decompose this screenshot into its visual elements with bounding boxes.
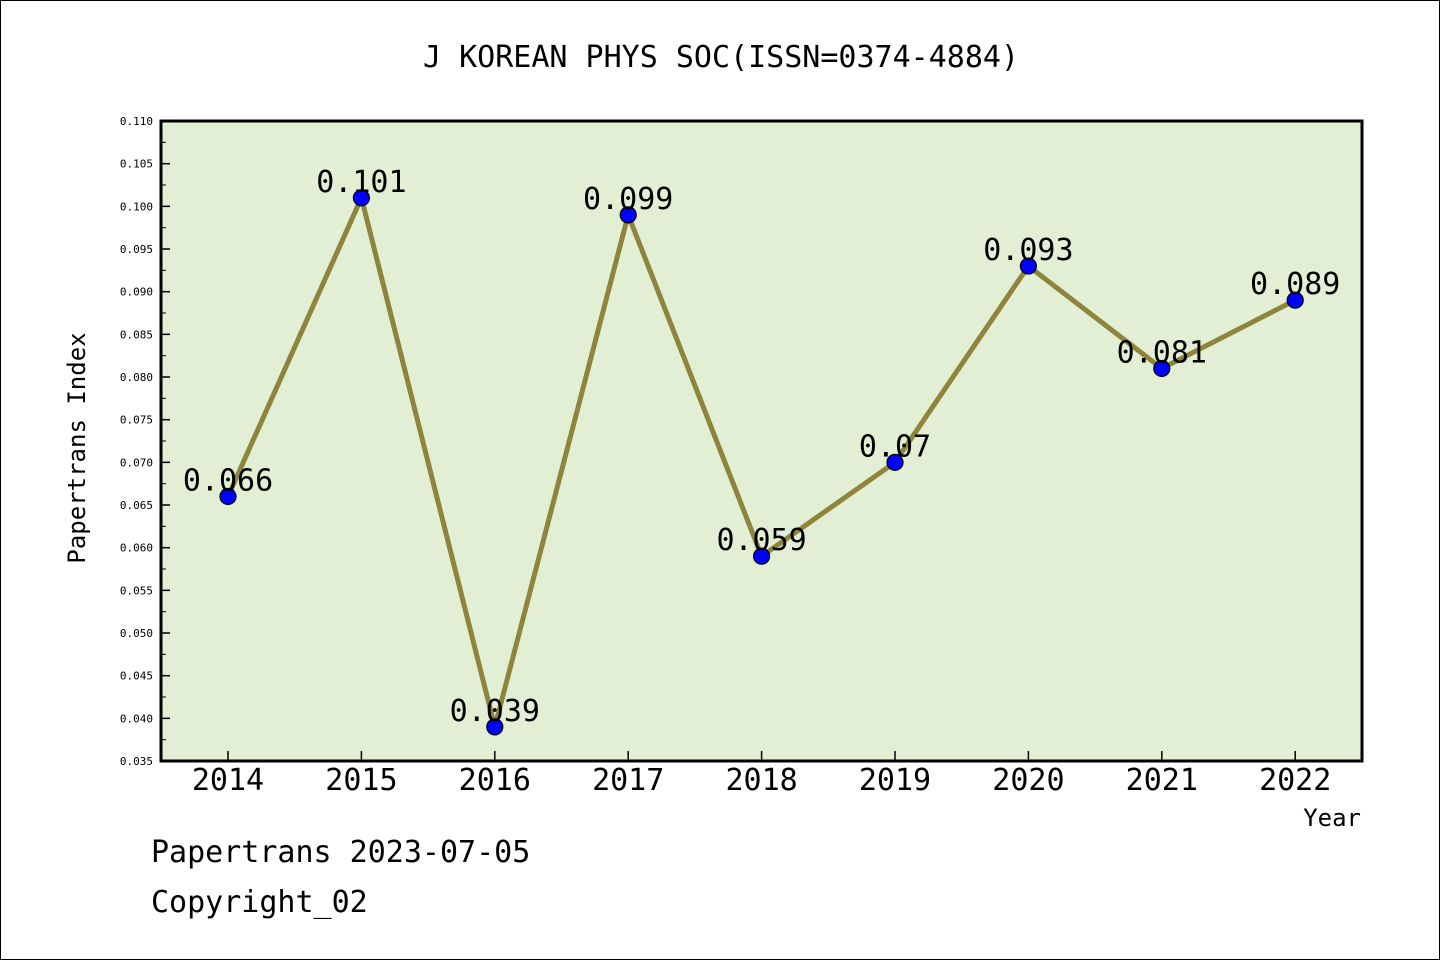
data-point bbox=[1153, 359, 1171, 378]
data-point bbox=[752, 547, 771, 565]
data-point bbox=[1286, 291, 1304, 309]
y-tick-label: 0.080 bbox=[120, 371, 153, 384]
data-point bbox=[886, 453, 904, 471]
data-point bbox=[219, 487, 237, 506]
x-axis: 2014 2015 2016 2017 2018 2019 2020 2021 2022 bbox=[192, 751, 1331, 798]
y-tick-label: 0.070 bbox=[120, 456, 153, 469]
y-axis: 0.035 0.040 0.045 0.050 0.055 0.060 0.065 0.070… bbox=[120, 115, 170, 768]
footer-copyright: Copyright_02 bbox=[151, 885, 368, 920]
y-axis-label: Papertrans Index bbox=[63, 332, 91, 563]
y-tick-label: 0.065 bbox=[120, 499, 153, 512]
x-tick-label: 2018 bbox=[725, 763, 797, 798]
y-tick-label: 0.095 bbox=[120, 243, 153, 256]
data-label: 0.089 bbox=[1250, 267, 1340, 302]
y-tick-label: 0.075 bbox=[120, 414, 153, 427]
x-tick-label: 2020 bbox=[992, 763, 1064, 798]
x-tick-label: 2015 bbox=[325, 763, 397, 798]
data-label: 0.101 bbox=[316, 165, 406, 200]
data-label: 0.099 bbox=[583, 182, 673, 217]
y-tick-label: 0.055 bbox=[120, 584, 153, 597]
data-label: 0.07 bbox=[859, 429, 931, 464]
y-tick-label: 0.100 bbox=[120, 200, 153, 213]
x-tick-label: 2022 bbox=[1259, 763, 1331, 798]
y-tick-label: 0.040 bbox=[120, 712, 153, 725]
y-tick-label: 0.045 bbox=[120, 670, 153, 683]
x-tick-label: 2021 bbox=[1126, 763, 1198, 798]
y-tick-label: 0.105 bbox=[120, 158, 153, 171]
y-tick-label: 0.090 bbox=[120, 286, 153, 299]
y-tick-label: 0.110 bbox=[120, 115, 153, 128]
data-label: 0.059 bbox=[716, 523, 806, 558]
y-tick-label: 0.060 bbox=[120, 542, 153, 555]
data-point bbox=[1019, 257, 1038, 275]
data-label: 0.039 bbox=[450, 694, 540, 729]
data-label: 0.066 bbox=[183, 463, 273, 498]
x-tick-label: 2017 bbox=[592, 763, 664, 798]
x-axis-label: Year bbox=[1303, 804, 1361, 832]
x-tick-label: 2019 bbox=[859, 763, 931, 798]
data-label: 0.081 bbox=[1117, 335, 1207, 370]
footer-date: Papertrans 2023-07-05 bbox=[151, 835, 531, 870]
data-point bbox=[486, 718, 504, 736]
y-tick-label: 0.035 bbox=[120, 755, 153, 768]
chart-title: J KOREAN PHYS SOC(ISSN=0374-4884) bbox=[423, 40, 1019, 75]
data-point bbox=[352, 189, 370, 207]
y-tick-label: 0.085 bbox=[120, 328, 153, 341]
x-tick-label: 2016 bbox=[459, 763, 531, 798]
series-layer: 0.066 0.101 0.039 0.099 0.059 0.07 0.093 0.081 0… bbox=[183, 165, 1340, 736]
x-tick-label: 2014 bbox=[192, 763, 264, 798]
y-tick-label: 0.050 bbox=[120, 627, 153, 640]
data-label: 0.093 bbox=[983, 233, 1073, 268]
plot-area bbox=[159, 119, 1364, 763]
data-point bbox=[619, 206, 637, 224]
